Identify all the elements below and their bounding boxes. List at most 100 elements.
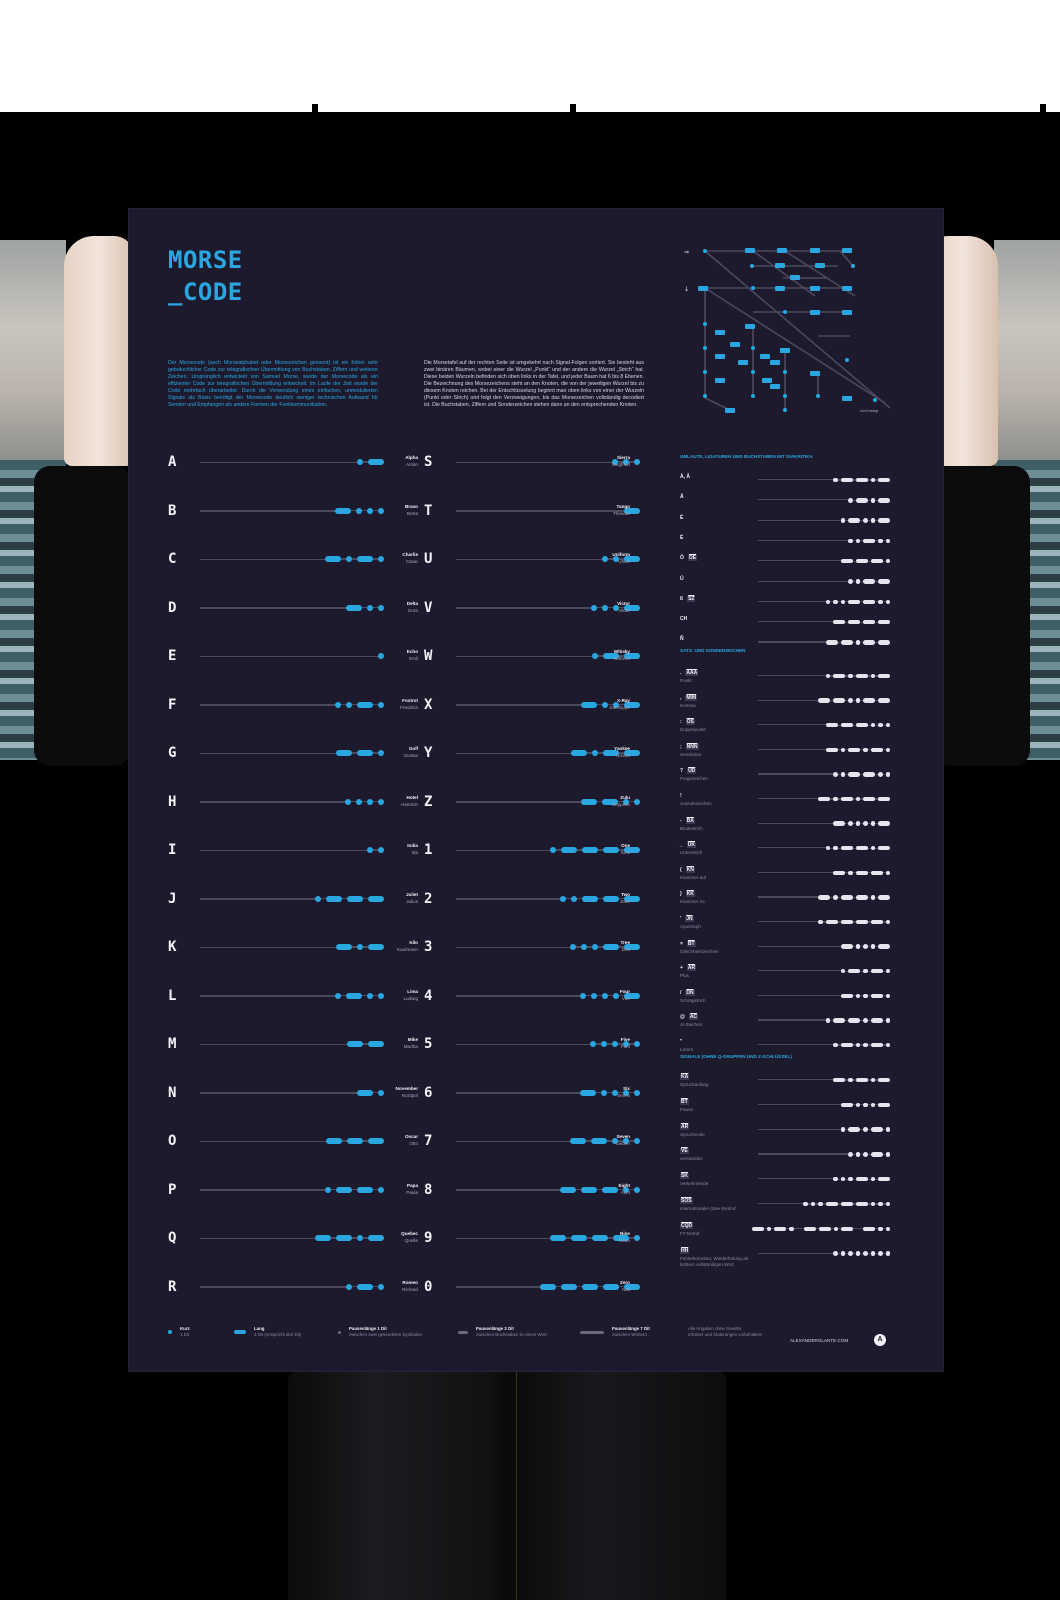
- morse-code: [570, 1136, 640, 1146]
- symbol-description: Spruchanfang: [680, 1082, 709, 1087]
- dot-icon: [863, 993, 868, 999]
- character-label: C: [168, 551, 177, 567]
- symbol-gap: [619, 849, 624, 851]
- dot-icon: [855, 1042, 860, 1048]
- symbol-gap: [771, 1228, 774, 1230]
- symbol-gap: [352, 1285, 357, 1288]
- symbol-description: Gleichheitszeichen: [680, 948, 719, 954]
- morse-code: [580, 991, 640, 1001]
- symbol-char: +: [680, 965, 683, 972]
- symbol-char: /: [680, 989, 682, 996]
- symbol-gap: [618, 800, 623, 803]
- dot-icon: [870, 518, 875, 523]
- character-label: 5: [424, 1036, 433, 1052]
- prosign: KN: [685, 866, 695, 873]
- morse-row: J Juliet Julius: [168, 889, 418, 909]
- symbol-row: . AAA Punkt: [680, 670, 890, 688]
- symbol-label: ; NNN: [680, 743, 699, 751]
- nato-name: Zulu: [620, 794, 630, 800]
- dash-icon: [833, 1018, 845, 1023]
- dot-icon: [863, 821, 868, 826]
- symbol-gap: [852, 1203, 856, 1205]
- symbol-gap: [587, 1237, 592, 1239]
- morse-code: [751, 1226, 890, 1232]
- symbol-description: Fehlerkorrektur, Wiederholung ab letztem…: [680, 1255, 749, 1267]
- dot-icon: [840, 1176, 845, 1182]
- dash-icon: [336, 750, 352, 756]
- morse-row: Q Quebec Quelle: [168, 1228, 418, 1248]
- dot-icon: [601, 1089, 607, 1096]
- character-label: G: [168, 745, 177, 761]
- nato-name: November: [395, 1085, 418, 1091]
- symbol-gap: [837, 1253, 841, 1255]
- symbol-gap: [860, 823, 863, 825]
- nato-name: Delta: [406, 600, 418, 606]
- symbol-label: KA: [680, 1074, 690, 1081]
- morse-row: W Whisky Wilhelm: [424, 646, 640, 666]
- signal-line: [758, 621, 833, 623]
- symbol-gap: [882, 1203, 886, 1205]
- dash-icon: [357, 1089, 373, 1096]
- symbol-gap: [845, 970, 848, 972]
- signal-line: [758, 724, 826, 726]
- dot-icon: [825, 599, 830, 605]
- symbol-gap: [852, 1044, 856, 1046]
- signal-line: [456, 898, 560, 900]
- dot-icon: [789, 1226, 794, 1232]
- signal-line: [758, 822, 833, 824]
- prosign: CQD: [680, 1222, 694, 1229]
- symbol-gap: [882, 921, 886, 923]
- signal-line: [758, 1044, 833, 1046]
- signal-line: [200, 558, 325, 560]
- symbol-description: Verkehrsende: [680, 1181, 709, 1187]
- symbol-gap: [830, 1228, 834, 1230]
- symbol-gap: [373, 1188, 378, 1191]
- symbol-gap: [860, 970, 863, 972]
- morse-code: [833, 619, 890, 625]
- symbol-gap: [607, 1140, 612, 1142]
- symbol-description: At-Zeichen: [680, 1022, 703, 1028]
- german-name: Martha: [403, 1044, 418, 1049]
- morse-code: [818, 698, 890, 704]
- dot-icon: [810, 1201, 815, 1207]
- symbol-gap: [822, 921, 826, 923]
- morse-row: 0 Zero Null: [424, 1277, 640, 1297]
- right-sleeve: [934, 466, 1030, 766]
- signal-line: [456, 704, 581, 706]
- nato-name: Quebec: [401, 1231, 418, 1236]
- morse-tree-diagram: ⇒ ↓ nicht belegt: [684, 248, 891, 413]
- dash-icon: [335, 507, 351, 514]
- dot-icon: [885, 1251, 890, 1256]
- dash-icon: [840, 845, 853, 851]
- phonetic-names: Nine Neun: [570, 1230, 630, 1244]
- symbol-gap: [619, 1285, 624, 1288]
- symbol-label: + AR: [680, 965, 697, 972]
- dash-icon: [863, 579, 875, 584]
- symbol-gap: [837, 921, 841, 923]
- symbol-gap: [556, 1285, 561, 1288]
- dot-icon: [602, 604, 608, 611]
- symbol-gap: [875, 1253, 878, 1255]
- nato-name: Charlie: [402, 552, 418, 557]
- symbol-char: @: [680, 1014, 685, 1021]
- symbol-gap: [882, 1044, 886, 1046]
- morse-code: [840, 1127, 890, 1133]
- nato-name: Kilo: [409, 940, 418, 945]
- dash-icon: [840, 919, 853, 925]
- symbol-description: Fragezeichen: [680, 776, 708, 782]
- symbol-gap: [363, 461, 368, 463]
- symbol-char: ?: [680, 768, 684, 775]
- website-link[interactable]: ALEXANDERGLANTE.COM: [790, 1338, 849, 1343]
- symbol-row: ) KK Klammer zu: [680, 891, 890, 909]
- dot-icon: [870, 1077, 875, 1083]
- dot-icon: [885, 1152, 890, 1157]
- dot-icon: [878, 1201, 883, 1207]
- symbol-char: :: [680, 719, 682, 726]
- dash-icon: [603, 1283, 619, 1290]
- morse-code: [591, 603, 640, 613]
- symbol-gap: [837, 724, 841, 726]
- character-label: O: [168, 1133, 177, 1149]
- dash-icon: [582, 847, 598, 853]
- symbol-gap: [875, 1104, 878, 1106]
- symbol-gap: [860, 580, 863, 583]
